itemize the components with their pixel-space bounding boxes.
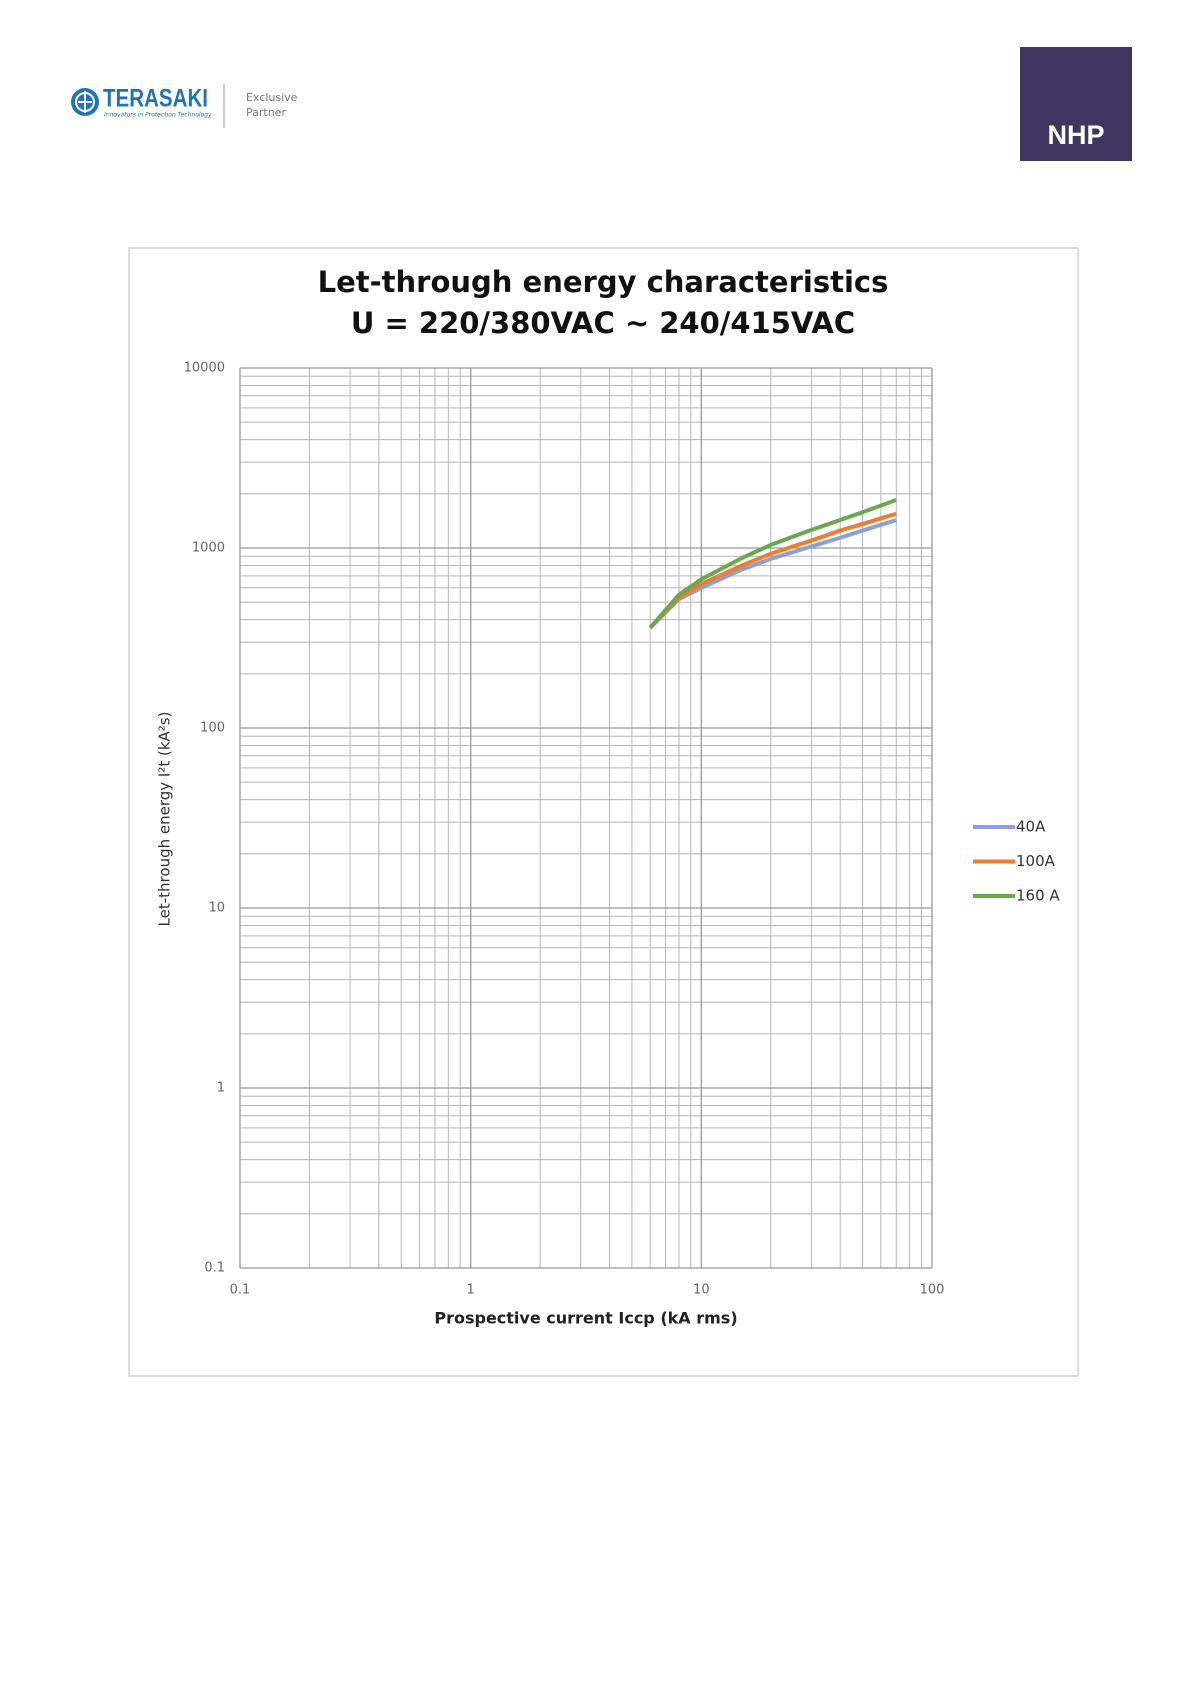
chart-subtitle: U = 220/380VAC ~ 240/415VAC — [351, 306, 855, 340]
chart-title: Let-through energy characteristics — [318, 265, 889, 299]
y-tick-label: 100 — [200, 721, 225, 736]
legend-label: 100A — [1016, 852, 1056, 870]
legend-label: 40A — [1016, 818, 1046, 836]
y-tick-label: 1 — [217, 1081, 225, 1096]
y-tick-label: 10000 — [184, 361, 225, 376]
brand-tagline: Innovators in Protection Technology — [104, 112, 212, 119]
partner-text: Partner — [246, 106, 286, 119]
legend-label: 160 A — [1016, 887, 1060, 905]
x-axis-label: Prospective current Iccp (kA rms) — [434, 1309, 737, 1328]
x-tick-label: 1 — [467, 1283, 475, 1298]
nhp-logo-text: NHP — [1047, 120, 1104, 150]
x-tick-label: 10 — [693, 1283, 710, 1298]
data-line — [648, 498, 897, 630]
partner-text: Exclusive — [246, 91, 298, 104]
y-tick-label: 10 — [208, 901, 225, 916]
terasaki-logo: TERASAKI Innovators in Protection Techno… — [71, 84, 298, 128]
y-tick-label: 1000 — [192, 541, 225, 556]
y-tick-label: 0.1 — [204, 1261, 225, 1276]
x-tick-label: 100 — [920, 1283, 945, 1298]
nhp-logo — [1020, 47, 1132, 161]
chart-frame — [128, 247, 1079, 1377]
x-tick-label: 0.1 — [230, 1283, 251, 1298]
data-line — [648, 511, 897, 630]
y-axis-label: Let-through energy I²t (kA²s) — [156, 712, 174, 927]
brand-name: TERASAKI — [103, 85, 208, 113]
